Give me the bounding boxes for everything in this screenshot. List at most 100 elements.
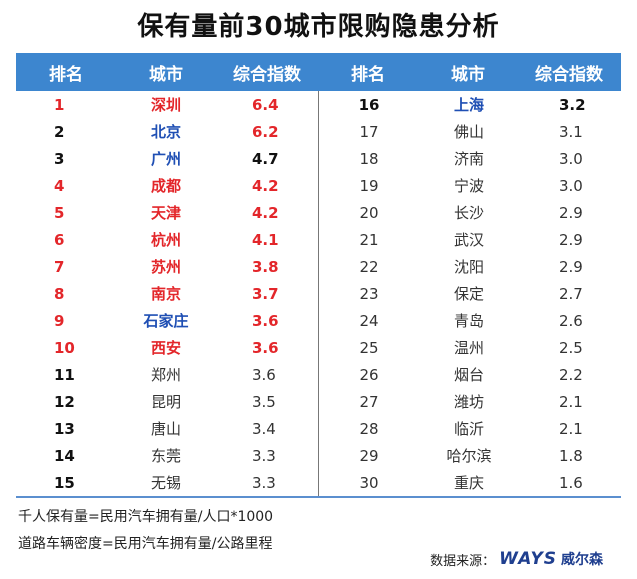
table-row: 5 天津 4.2 [16,199,318,226]
city-cell: 保定 [453,285,484,303]
city-cell: 潍坊 [453,393,484,411]
index-cell: 3.2 [559,95,586,114]
city-cell: 天津 [150,204,181,222]
index-cell: 2.9 [559,203,583,222]
table-row: 29 哈尔滨 1.8 [319,442,621,469]
index-cell: 4.1 [252,230,279,249]
rank-cell: 20 [359,203,379,222]
city-cell: 温州 [453,339,484,357]
city-cell: 深圳 [150,96,181,114]
table-row: 25 温州 2.5 [319,334,621,361]
header-index-left: 综合指数 [233,64,301,85]
rank-cell: 18 [359,149,379,168]
rank-cell: 14 [54,446,75,465]
rank-cell: 21 [359,230,379,249]
rank-cell: 9 [54,311,65,330]
city-cell: 郑州 [150,366,181,384]
page-title: 保有量前30城市限购隐患分析 [137,12,500,42]
city-cell: 无锡 [150,474,181,492]
table-row: 14 东莞 3.3 [16,442,318,469]
city-cell: 广州 [150,150,181,168]
header-rank-left: 排名 [49,64,83,85]
index-cell: 3.1 [559,122,583,141]
index-cell: 3.3 [252,473,276,492]
city-cell: 哈尔滨 [446,447,492,465]
table-header: 排名 城市 综合指数 排名 城市 综合指数 [16,53,621,91]
index-cell: 3.0 [559,149,583,168]
city-cell: 武汉 [453,231,484,249]
ranking-table: 排名 城市 综合指数 排名 城市 综合指数 1 深圳 6.4 2 北京 6.2 3 广州 4.7… [16,53,621,498]
table-row: 13 唐山 3.4 [16,415,318,442]
note-road-density: 道路车辆密度=民用汽车拥有量/公路里程 [18,536,273,552]
city-cell: 临沂 [453,420,484,438]
table-row: 10 西安 3.6 [16,334,318,361]
source-label: 数据来源： [430,553,496,569]
index-cell: 1.8 [559,446,583,465]
header-index-right: 综合指数 [535,64,603,85]
index-cell: 2.1 [559,419,583,438]
city-cell: 北京 [150,123,181,141]
table-bottom-border [16,496,621,498]
table-row: 7 苏州 3.8 [16,253,318,280]
index-cell: 3.3 [252,446,276,465]
city-cell: 东莞 [150,447,181,465]
wilson-logo-text: 威尔森 [561,552,603,568]
rank-cell: 6 [54,230,65,249]
index-cell: 6.4 [252,95,279,114]
table-right-half: 16 上海 3.2 17 佛山 3.1 18 济南 3.0 19 宁波 3.0 20 长沙 2.9 21 武汉 2… [318,91,621,496]
table-row: 24 青岛 2.6 [319,307,621,334]
index-cell: 2.9 [559,230,583,249]
index-cell: 2.1 [559,392,583,411]
rank-cell: 17 [359,122,379,141]
city-cell: 济南 [453,150,484,168]
rank-cell: 25 [359,338,379,357]
rank-cell: 3 [54,149,65,168]
rank-cell: 23 [359,284,379,303]
city-cell: 重庆 [453,474,484,492]
city-cell: 唐山 [150,420,181,438]
data-source: 数据来源： WAYS 威尔森 [430,549,603,569]
table-row: 22 沈阳 2.9 [319,253,621,280]
index-cell: 4.2 [252,176,279,195]
city-cell: 长沙 [453,204,484,222]
rank-cell: 2 [54,122,65,141]
rank-cell: 4 [54,176,65,195]
table-row: 3 广州 4.7 [16,145,318,172]
rank-cell: 24 [359,311,379,330]
header-city-left: 城市 [149,64,183,85]
index-cell: 3.0 [559,176,583,195]
rank-cell: 11 [54,365,75,384]
table-row: 12 昆明 3.5 [16,388,318,415]
table-row: 26 烟台 2.2 [319,361,621,388]
rank-cell: 5 [54,203,65,222]
table-row: 1 深圳 6.4 [16,91,318,118]
index-cell: 3.6 [252,338,279,357]
table-row: 16 上海 3.2 [319,91,621,118]
table-left-half: 1 深圳 6.4 2 北京 6.2 3 广州 4.7 4 成都 4.2 5 天津 4.2 6 杭州 4.1 7 苏州 3… [16,91,318,496]
index-cell: 2.9 [559,257,583,276]
rank-cell: 28 [359,419,379,438]
city-cell: 沈阳 [453,258,484,276]
rank-cell: 26 [359,365,379,384]
index-cell: 3.4 [252,419,276,438]
rank-cell: 10 [54,338,75,357]
table-row: 28 临沂 2.1 [319,415,621,442]
table-row: 8 南京 3.7 [16,280,318,307]
table-row: 15 无锡 3.3 [16,469,318,496]
rank-cell: 15 [54,473,75,492]
note-vehicle-per-thousand: 千人保有量=民用汽车拥有量/人口*1000 [18,509,274,525]
rank-cell: 19 [359,176,379,195]
city-cell: 杭州 [150,231,181,249]
header-city-right: 城市 [451,64,485,85]
table-row: 9 石家庄 3.6 [16,307,318,334]
city-cell: 成都 [150,177,181,195]
table-row: 6 杭州 4.1 [16,226,318,253]
index-cell: 4.2 [252,203,279,222]
table-row: 4 成都 4.2 [16,172,318,199]
table-row: 17 佛山 3.1 [319,118,621,145]
rank-cell: 16 [358,95,380,114]
rank-cell: 12 [54,392,75,411]
table-row: 2 北京 6.2 [16,118,318,145]
table-row: 30 重庆 1.6 [319,469,621,496]
rank-cell: 30 [359,473,379,492]
